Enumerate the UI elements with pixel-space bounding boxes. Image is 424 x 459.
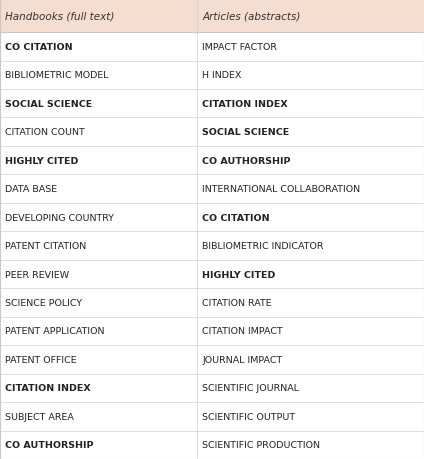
Text: CITATION RATE: CITATION RATE (202, 298, 272, 308)
Text: PATENT APPLICATION: PATENT APPLICATION (5, 327, 105, 336)
Bar (0, 289, 424, 317)
Text: CO AUTHORSHIP: CO AUTHORSHIP (5, 440, 94, 449)
Bar (0, 232, 424, 260)
Bar (0, 402, 424, 431)
Text: IMPACT FACTOR: IMPACT FACTOR (202, 43, 277, 52)
Bar (0, 118, 424, 146)
Text: SCIENCE POLICY: SCIENCE POLICY (5, 298, 82, 308)
Bar (0, 90, 424, 118)
Bar (0, 146, 424, 175)
Text: SCIENTIFIC JOURNAL: SCIENTIFIC JOURNAL (202, 384, 299, 392)
Text: DATA BASE: DATA BASE (5, 185, 57, 194)
Text: BIBLIOMETRIC INDICATOR: BIBLIOMETRIC INDICATOR (202, 241, 324, 251)
Bar (0, 346, 424, 374)
Text: BIBLIOMETRIC MODEL: BIBLIOMETRIC MODEL (5, 71, 109, 80)
Text: HIGHLY CITED: HIGHLY CITED (5, 157, 78, 165)
Text: INTERNATIONAL COLLABORATION: INTERNATIONAL COLLABORATION (202, 185, 360, 194)
Text: H INDEX: H INDEX (202, 71, 242, 80)
Text: CO CITATION: CO CITATION (202, 213, 270, 222)
Text: CITATION INDEX: CITATION INDEX (5, 384, 91, 392)
Text: CITATION IMPACT: CITATION IMPACT (202, 327, 283, 336)
Text: Handbooks (full text): Handbooks (full text) (5, 11, 114, 22)
Text: JOURNAL IMPACT: JOURNAL IMPACT (202, 355, 282, 364)
Bar (0, 317, 424, 346)
Bar (0, 33, 424, 62)
Text: SUBJECT AREA: SUBJECT AREA (5, 412, 74, 421)
Text: CITATION INDEX: CITATION INDEX (202, 100, 288, 108)
Text: SCIENTIFIC PRODUCTION: SCIENTIFIC PRODUCTION (202, 440, 320, 449)
Text: CO AUTHORSHIP: CO AUTHORSHIP (202, 157, 291, 165)
Text: CITATION COUNT: CITATION COUNT (5, 128, 85, 137)
Bar (0, 203, 424, 232)
Text: CO CITATION: CO CITATION (5, 43, 73, 52)
Bar (0, 431, 424, 459)
Bar (0, 260, 424, 289)
Bar (0, 175, 424, 203)
Bar (0, 0, 424, 33)
Bar (0, 374, 424, 402)
Text: SOCIAL SCIENCE: SOCIAL SCIENCE (5, 100, 92, 108)
Text: DEVELOPING COUNTRY: DEVELOPING COUNTRY (5, 213, 114, 222)
Text: Articles (abstracts): Articles (abstracts) (202, 11, 301, 22)
Text: PATENT CITATION: PATENT CITATION (5, 241, 86, 251)
Text: PEER REVIEW: PEER REVIEW (5, 270, 69, 279)
Bar (0, 62, 424, 90)
Text: PATENT OFFICE: PATENT OFFICE (5, 355, 77, 364)
Text: SCIENTIFIC OUTPUT: SCIENTIFIC OUTPUT (202, 412, 296, 421)
Text: SOCIAL SCIENCE: SOCIAL SCIENCE (202, 128, 290, 137)
Text: HIGHLY CITED: HIGHLY CITED (202, 270, 276, 279)
